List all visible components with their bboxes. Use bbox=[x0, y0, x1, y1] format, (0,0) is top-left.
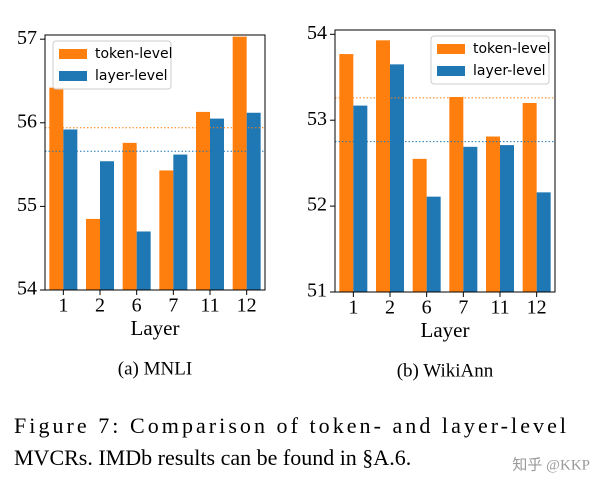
bar bbox=[210, 118, 224, 290]
legend-label: layer-level bbox=[473, 63, 546, 79]
bar bbox=[339, 54, 354, 292]
x-axis-label: Layer bbox=[131, 316, 180, 340]
watermark: 知乎 @KKP bbox=[512, 456, 590, 473]
x-tick-label: 11 bbox=[490, 297, 509, 319]
bar bbox=[412, 158, 427, 292]
bar bbox=[449, 97, 464, 292]
x-tick-label: 7 bbox=[458, 297, 468, 319]
bar bbox=[63, 129, 78, 290]
legend-swatch bbox=[437, 44, 465, 54]
x-tick-label: 2 bbox=[385, 297, 395, 319]
bar bbox=[390, 64, 404, 292]
bar bbox=[232, 36, 247, 290]
y-tick-label: 54 bbox=[17, 278, 37, 300]
plot-frame bbox=[334, 29, 556, 293]
x-tick-label: 1 bbox=[348, 297, 358, 319]
legend-label: layer-level bbox=[95, 68, 168, 84]
y-tick-label: 57 bbox=[17, 27, 37, 49]
bar bbox=[486, 136, 500, 292]
legend-label: token-level bbox=[473, 41, 551, 57]
caption-line: Figure 7: Comparison of token- and layer… bbox=[14, 413, 566, 438]
x-tick-label: 12 bbox=[237, 295, 257, 317]
legend-swatch bbox=[59, 49, 87, 59]
x-tick-label: 1 bbox=[58, 295, 68, 317]
bar bbox=[426, 196, 441, 292]
x-tick-label: 6 bbox=[422, 297, 432, 319]
legend-swatch bbox=[437, 66, 465, 76]
bar bbox=[536, 192, 551, 292]
bar bbox=[173, 154, 188, 290]
bar bbox=[100, 161, 114, 290]
bar bbox=[159, 170, 174, 290]
bar bbox=[376, 40, 390, 292]
y-tick-label: 56 bbox=[17, 110, 37, 132]
subcaption: (b) WikiAnn bbox=[397, 360, 494, 381]
bar bbox=[353, 105, 368, 292]
x-tick-label: 2 bbox=[95, 295, 105, 317]
x-tick-label: 6 bbox=[132, 295, 142, 317]
y-tick-label: 52 bbox=[307, 194, 327, 216]
subcaption: (a) MNLI bbox=[118, 358, 192, 379]
legend-label: token-level bbox=[95, 46, 173, 62]
y-tick-label: 54 bbox=[307, 22, 327, 44]
caption-line: MVCRs. IMDb results can be found in §A.6… bbox=[14, 445, 411, 470]
y-tick-label: 51 bbox=[307, 280, 327, 302]
plot-frame bbox=[44, 34, 266, 291]
y-tick-label: 55 bbox=[17, 194, 37, 216]
legend-swatch bbox=[59, 71, 87, 81]
x-axis-label: Layer bbox=[421, 318, 470, 342]
y-tick-label: 53 bbox=[307, 108, 327, 130]
bar bbox=[522, 103, 537, 293]
bar bbox=[246, 112, 261, 291]
bar bbox=[86, 218, 100, 290]
x-tick-label: 11 bbox=[200, 295, 219, 317]
x-tick-label: 12 bbox=[527, 297, 547, 319]
bar bbox=[49, 87, 64, 290]
bar bbox=[122, 142, 137, 290]
x-tick-label: 7 bbox=[168, 295, 178, 317]
bar bbox=[500, 145, 514, 292]
bar bbox=[463, 146, 478, 292]
bar bbox=[136, 231, 151, 290]
bar bbox=[196, 111, 210, 290]
